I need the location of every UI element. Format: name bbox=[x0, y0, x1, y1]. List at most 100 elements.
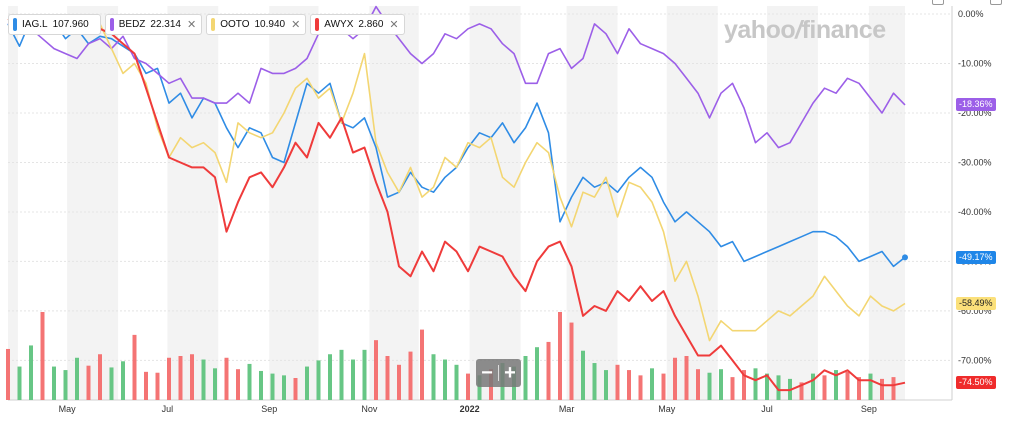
settings-icon[interactable] bbox=[932, 0, 944, 5]
y-tick-label: -60.00% bbox=[958, 306, 992, 316]
volume-bar bbox=[132, 334, 137, 400]
legend-chip-iagl[interactable]: IAG.L 107.960 bbox=[8, 14, 101, 35]
volume-bar bbox=[696, 369, 700, 400]
volume-bar bbox=[259, 370, 263, 400]
volume-bar bbox=[155, 372, 160, 400]
volume-bar bbox=[673, 357, 677, 400]
volume-bar bbox=[684, 356, 689, 400]
legend-chip-awyx[interactable]: AWYX 2.860 ✕ bbox=[310, 14, 405, 35]
legend-chip-ooto[interactable]: OOTO 10.940 ✕ bbox=[206, 14, 307, 35]
volume-bar bbox=[581, 350, 585, 400]
legend-chip-bedz[interactable]: BEDZ 22.314 ✕ bbox=[104, 14, 203, 35]
volume-bar bbox=[799, 382, 804, 400]
volume-bar bbox=[362, 349, 367, 400]
volume-bar bbox=[822, 375, 827, 400]
y-tick-label: -30.00% bbox=[958, 157, 992, 167]
series-line-bedz bbox=[7, 5, 906, 149]
volume-bar bbox=[765, 373, 769, 400]
volume-bar bbox=[109, 367, 114, 400]
month-band bbox=[767, 6, 818, 400]
volume-bar bbox=[98, 354, 102, 400]
x-tick-label: May bbox=[658, 404, 676, 414]
volume-bar bbox=[213, 368, 217, 400]
zoom-control: − + bbox=[476, 359, 521, 387]
volume-bar bbox=[880, 378, 884, 400]
price-lines bbox=[7, 5, 908, 392]
legend-value: 22.314 bbox=[150, 19, 181, 30]
volume-bar bbox=[857, 377, 861, 400]
volume-bar bbox=[328, 354, 332, 400]
x-tick-label: Sep bbox=[261, 404, 277, 414]
volume-bar bbox=[466, 373, 470, 400]
volume-bar bbox=[121, 361, 125, 400]
volume-bar bbox=[305, 366, 309, 400]
close-icon[interactable]: ✕ bbox=[291, 19, 301, 31]
month-band bbox=[67, 6, 119, 400]
volume-bar bbox=[719, 369, 723, 400]
volume-bar bbox=[546, 341, 551, 400]
legend-symbol: OOTO bbox=[220, 19, 250, 30]
x-tick-label: 2022 bbox=[460, 404, 480, 414]
volume-bar bbox=[167, 357, 171, 400]
volume-bar bbox=[224, 357, 229, 400]
legend-value: 2.860 bbox=[358, 19, 384, 30]
series-swatch bbox=[13, 18, 17, 31]
volume-bar bbox=[52, 366, 56, 400]
volume-bar bbox=[454, 364, 459, 400]
month-band bbox=[868, 6, 905, 400]
x-tick-label: Sep bbox=[861, 404, 877, 414]
volume-bar bbox=[661, 373, 666, 400]
y-tick-label: -40.00% bbox=[958, 207, 992, 217]
volume-bar bbox=[615, 364, 620, 400]
month-band bbox=[469, 6, 521, 400]
x-axis: May Jul Sep Nov 2022 Mar May Jul Sep bbox=[59, 404, 877, 414]
series-line-ooto bbox=[7, 18, 906, 342]
volume-bar bbox=[17, 366, 22, 400]
y-tick-label: -70.00% bbox=[958, 355, 992, 365]
x-tick-label: Mar bbox=[559, 404, 575, 414]
volume-bar bbox=[282, 375, 286, 400]
zoom-in-button[interactable]: + bbox=[504, 362, 516, 384]
month-band bbox=[269, 6, 319, 400]
volume-bar bbox=[374, 340, 378, 400]
x-tick-label: Nov bbox=[361, 404, 378, 414]
fullscreen-icon[interactable] bbox=[990, 0, 1002, 5]
volume-bar bbox=[845, 371, 850, 400]
x-tick-label: Jul bbox=[761, 404, 773, 414]
x-tick-label: May bbox=[59, 404, 77, 414]
legend-value: 107.960 bbox=[52, 19, 89, 30]
volume-bar bbox=[408, 351, 413, 400]
volume-bar bbox=[178, 356, 183, 400]
volume-bars bbox=[6, 312, 896, 400]
volume-bar bbox=[270, 373, 275, 400]
volume-bar bbox=[868, 373, 873, 400]
y-axis: 0.00%-10.00%-20.00%-30.00%-40.00%-50.00%… bbox=[951, 6, 992, 400]
volume-bar bbox=[293, 378, 298, 400]
close-icon[interactable]: ✕ bbox=[187, 19, 197, 31]
close-icon[interactable]: ✕ bbox=[389, 19, 399, 31]
volume-bar bbox=[144, 371, 148, 400]
volume-bar bbox=[891, 377, 896, 400]
volume-bar bbox=[650, 368, 654, 400]
volume-bar bbox=[569, 322, 574, 400]
month-bands bbox=[8, 6, 905, 400]
month-band bbox=[566, 6, 618, 400]
legend: IAG.L 107.960 BEDZ 22.314 ✕ OOTO 10.940 ✕ AWYX 2.… bbox=[8, 14, 405, 35]
series-swatch bbox=[315, 18, 320, 31]
zoom-out-button[interactable]: − bbox=[481, 362, 493, 384]
legend-symbol: AWYX bbox=[324, 19, 354, 30]
volume-bar bbox=[638, 375, 643, 400]
volume-bar bbox=[86, 365, 91, 400]
volume-bar bbox=[201, 359, 206, 400]
volume-bar bbox=[742, 370, 746, 400]
volume-bar bbox=[535, 347, 539, 400]
volume-bar bbox=[477, 375, 482, 400]
yahoo-finance-watermark: yahoo/finance bbox=[724, 16, 886, 44]
volume-bar bbox=[75, 357, 79, 400]
month-band bbox=[167, 6, 219, 400]
volume-bar bbox=[385, 356, 390, 400]
series-line-awyx bbox=[7, 17, 906, 392]
legend-symbol: IAG.L bbox=[22, 19, 48, 30]
volume-bar bbox=[420, 329, 424, 400]
